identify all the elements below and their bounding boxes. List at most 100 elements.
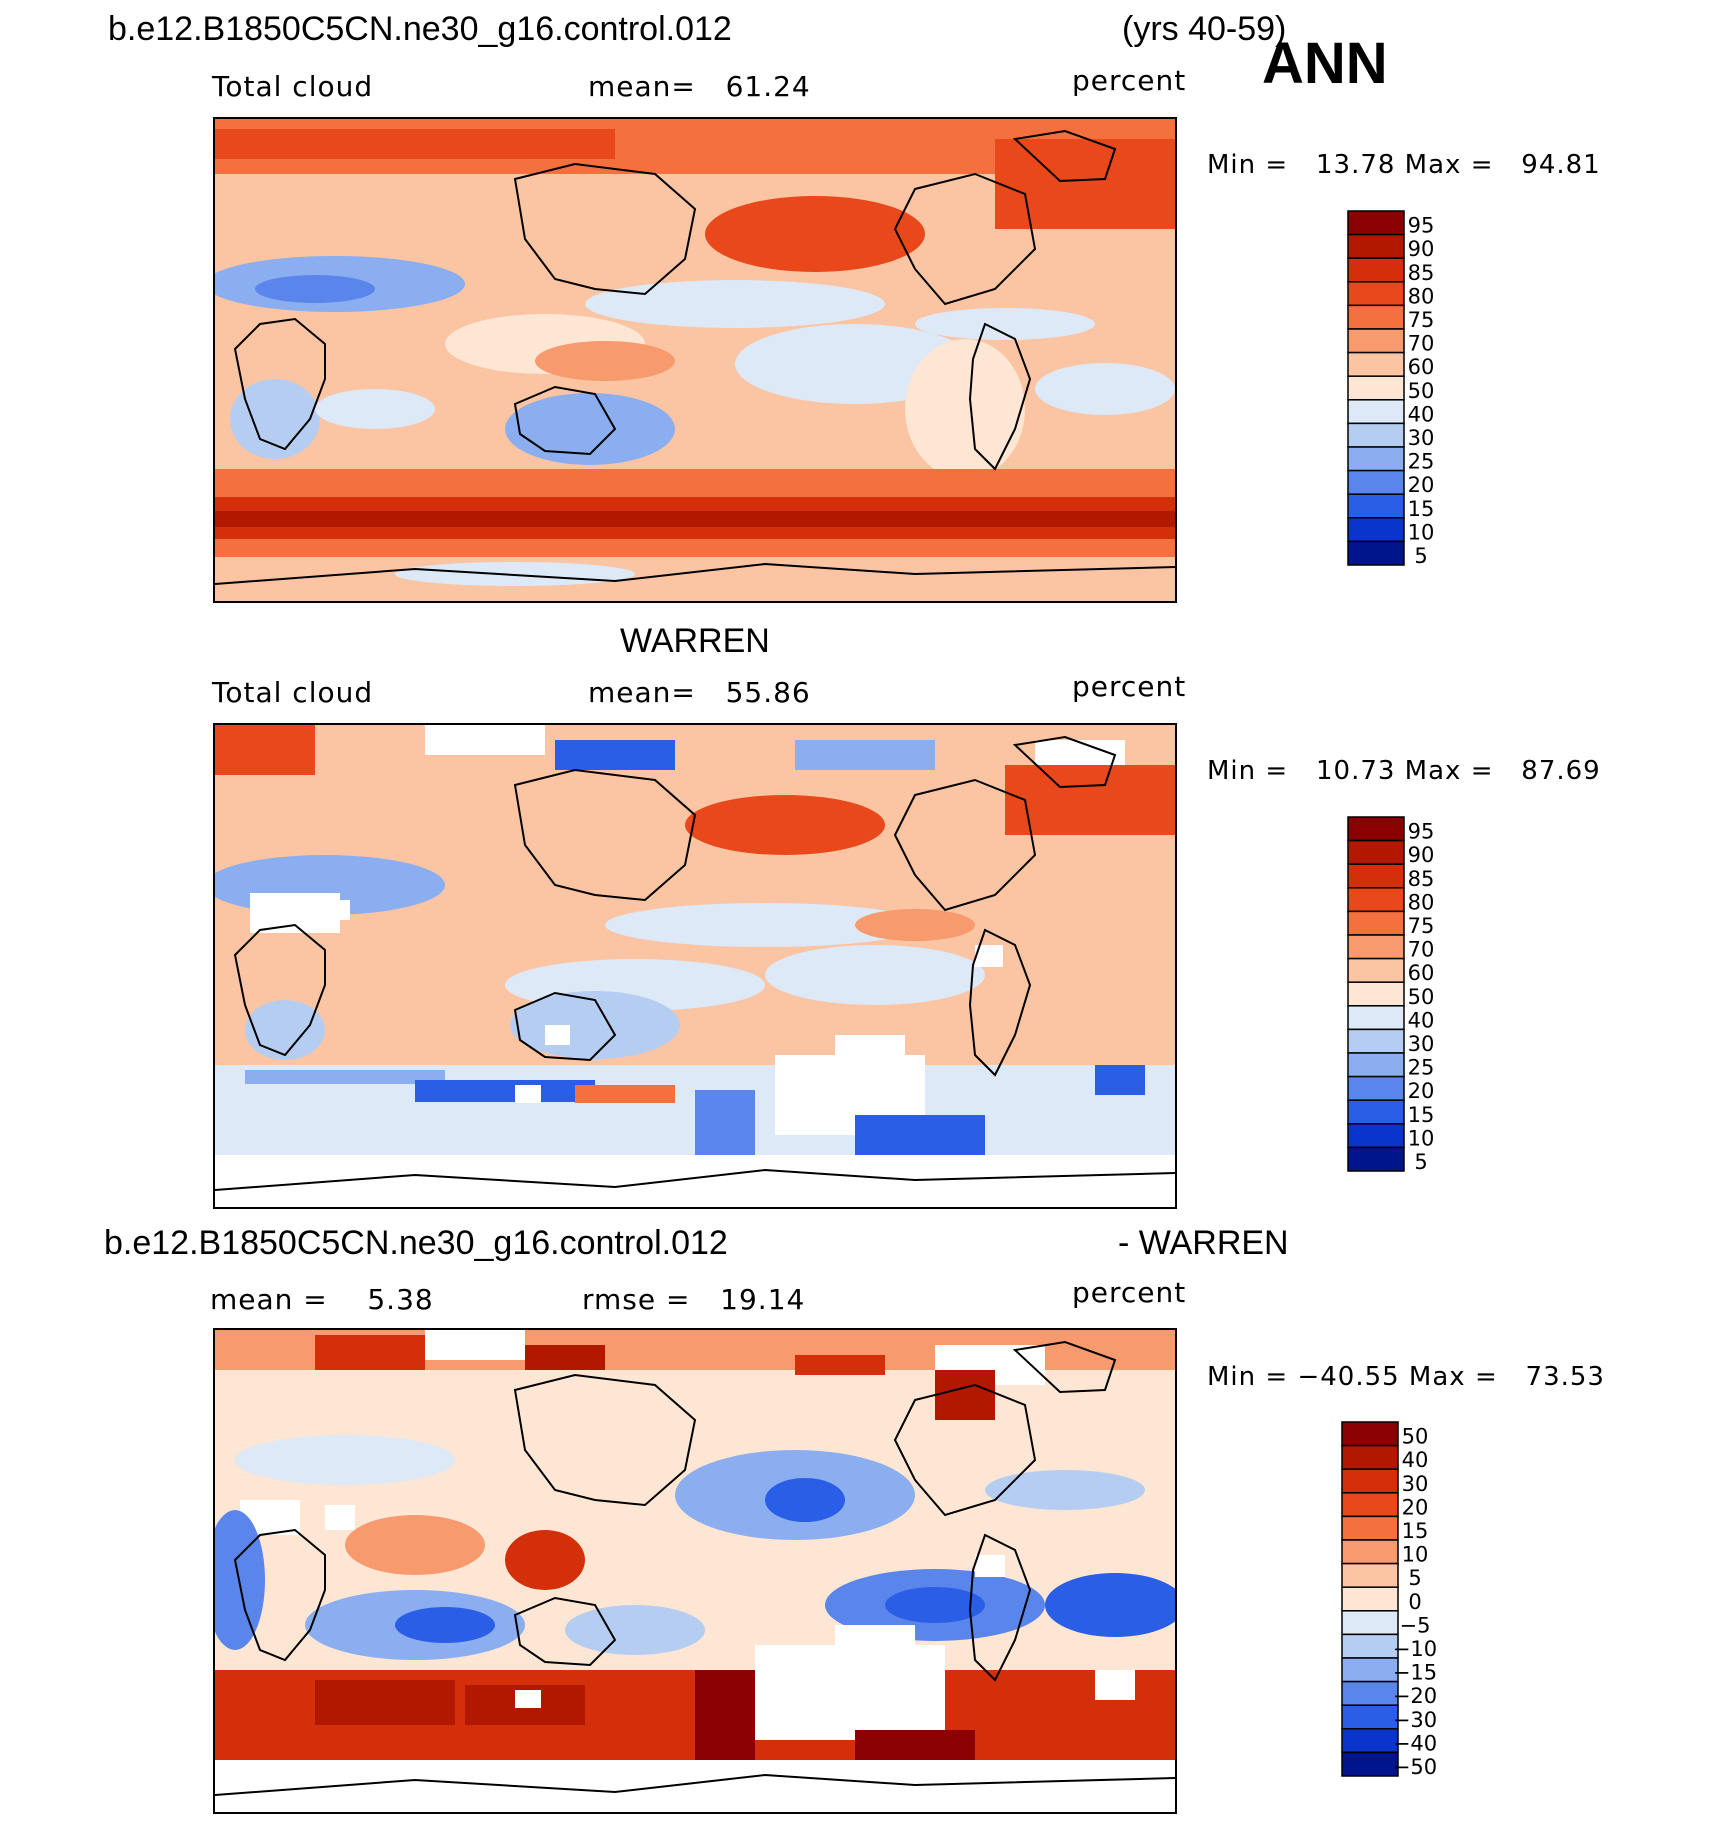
colorbar-label: 75 bbox=[1408, 914, 1435, 938]
panel2-mean: mean= 55.86 bbox=[588, 676, 811, 709]
colorbar-swatch bbox=[1347, 399, 1405, 425]
colorbar-label: 90 bbox=[1408, 237, 1435, 261]
colorbar-swatch bbox=[1347, 1075, 1405, 1101]
colorbar-label: 70 bbox=[1408, 938, 1435, 962]
colorbar-swatch bbox=[1341, 1657, 1399, 1683]
colorbar-swatch bbox=[1341, 1704, 1399, 1730]
panel3-contour-field bbox=[215, 1330, 1175, 1812]
colorbar-swatch bbox=[1347, 839, 1405, 865]
colorbar-label: 80 bbox=[1408, 890, 1435, 914]
colorbar-label: −10 bbox=[1393, 1637, 1437, 1661]
colorbar-label: 5 bbox=[1414, 544, 1427, 568]
colorbar-label: 40 bbox=[1408, 1008, 1435, 1032]
colorbar-label: −50 bbox=[1393, 1755, 1437, 1779]
colorbar-swatch bbox=[1347, 351, 1405, 377]
panel3-minmax: Min = −40.55 Max = 73.53 bbox=[1207, 1362, 1605, 1392]
colorbar-label: 40 bbox=[1402, 1448, 1429, 1472]
colorbar-label: 15 bbox=[1402, 1519, 1429, 1543]
colorbar-swatch bbox=[1347, 493, 1405, 519]
colorbar-swatch bbox=[1341, 1421, 1399, 1447]
colorbar-label: 25 bbox=[1408, 1056, 1435, 1080]
colorbar-swatch bbox=[1347, 957, 1405, 983]
colorbar-label: 20 bbox=[1408, 473, 1435, 497]
panel3-rmse: rmse = 19.14 bbox=[582, 1283, 806, 1316]
colorbar-label: 85 bbox=[1408, 867, 1435, 891]
colorbar-label: 70 bbox=[1408, 332, 1435, 356]
panel3-colorbar: 50 40 30 20 15 10 5 0 −5 −10 −15 −20 −30 −40 −50 bbox=[1341, 1421, 1491, 1779]
season-label: ANN bbox=[1262, 31, 1388, 96]
panel3-map bbox=[213, 1328, 1177, 1814]
colorbar-label: 30 bbox=[1408, 1032, 1435, 1056]
colorbar-label: 80 bbox=[1408, 284, 1435, 308]
colorbar-swatch bbox=[1347, 328, 1405, 354]
colorbar-label: 30 bbox=[1402, 1472, 1429, 1496]
colorbar-label: 10 bbox=[1408, 1126, 1435, 1150]
colorbar-label: −15 bbox=[1393, 1661, 1437, 1685]
panel2-variable: Total cloud bbox=[212, 676, 374, 709]
colorbar-label: 10 bbox=[1408, 520, 1435, 544]
colorbar-label: 50 bbox=[1402, 1425, 1429, 1449]
colorbar-label: 50 bbox=[1408, 379, 1435, 403]
colorbar-swatch bbox=[1341, 1586, 1399, 1612]
colorbar-swatch bbox=[1341, 1468, 1399, 1494]
colorbar-swatch bbox=[1341, 1633, 1399, 1659]
colorbar-swatch bbox=[1347, 517, 1405, 543]
colorbar-swatch bbox=[1347, 375, 1405, 401]
panel1-minmax: Min = 13.78 Max = 94.81 bbox=[1207, 150, 1601, 180]
colorbar-swatch bbox=[1347, 1028, 1405, 1054]
colorbar-label: 25 bbox=[1408, 450, 1435, 474]
colorbar-swatch bbox=[1341, 1728, 1399, 1754]
colorbar-swatch bbox=[1341, 1492, 1399, 1518]
colorbar-swatch bbox=[1347, 887, 1405, 913]
colorbar-swatch bbox=[1347, 446, 1405, 472]
colorbar-swatch bbox=[1341, 1751, 1399, 1777]
colorbar-label: −20 bbox=[1393, 1684, 1437, 1708]
colorbar-label: 15 bbox=[1408, 1103, 1435, 1127]
colorbar-swatch bbox=[1347, 816, 1405, 842]
colorbar-swatch bbox=[1347, 257, 1405, 283]
colorbar-label: 0 bbox=[1408, 1590, 1421, 1614]
colorbar-label: −5 bbox=[1400, 1613, 1431, 1637]
panel1-colorbar: 95 90 85 80 75 70 60 50 40 30 25 20 15 10 5 bbox=[1347, 210, 1497, 568]
years-label: (yrs 40-59) bbox=[1122, 10, 1287, 48]
panel3-units: percent bbox=[1072, 1276, 1187, 1309]
colorbar-label: 30 bbox=[1408, 426, 1435, 450]
colorbar-label: 10 bbox=[1402, 1543, 1429, 1567]
colorbar-swatch bbox=[1347, 981, 1405, 1007]
colorbar-label: −40 bbox=[1393, 1731, 1437, 1755]
panel2-units: percent bbox=[1072, 670, 1187, 703]
colorbar-label: 50 bbox=[1408, 985, 1435, 1009]
panel1-mean: mean= 61.24 bbox=[588, 70, 811, 103]
colorbar-swatch bbox=[1347, 1146, 1405, 1172]
colorbar-label: 60 bbox=[1408, 355, 1435, 379]
panel2-map bbox=[213, 723, 1177, 1209]
colorbar-swatch bbox=[1341, 1610, 1399, 1636]
colorbar-swatch bbox=[1341, 1515, 1399, 1541]
panel2-minmax: Min = 10.73 Max = 87.69 bbox=[1207, 756, 1601, 786]
colorbar-label: 75 bbox=[1408, 308, 1435, 332]
colorbar-label: 5 bbox=[1408, 1566, 1421, 1590]
panel1-units: percent bbox=[1072, 64, 1187, 97]
colorbar-swatch bbox=[1347, 540, 1405, 566]
colorbar-swatch bbox=[1341, 1539, 1399, 1565]
colorbar-swatch bbox=[1347, 281, 1405, 307]
colorbar-swatch bbox=[1347, 934, 1405, 960]
panel3-title-left: b.e12.B1850C5CN.ne30_g16.control.012 bbox=[104, 1224, 728, 1262]
colorbar-label: −30 bbox=[1393, 1708, 1437, 1732]
colorbar-label: 95 bbox=[1408, 214, 1435, 238]
colorbar-swatch bbox=[1341, 1562, 1399, 1588]
colorbar-label: 15 bbox=[1408, 497, 1435, 521]
panel1-map bbox=[213, 117, 1177, 603]
colorbar-swatch bbox=[1347, 210, 1405, 236]
colorbar-swatch bbox=[1347, 304, 1405, 330]
colorbar-swatch bbox=[1347, 469, 1405, 495]
panel2-contour-field bbox=[215, 725, 1175, 1207]
panel1-variable: Total cloud bbox=[212, 70, 374, 103]
colorbar-swatch bbox=[1347, 910, 1405, 936]
colorbar-swatch bbox=[1347, 1052, 1405, 1078]
panel1-contour-field bbox=[215, 119, 1175, 601]
panel2-colorbar: 95 90 85 80 75 70 60 50 40 30 25 20 15 10 5 bbox=[1347, 816, 1497, 1174]
